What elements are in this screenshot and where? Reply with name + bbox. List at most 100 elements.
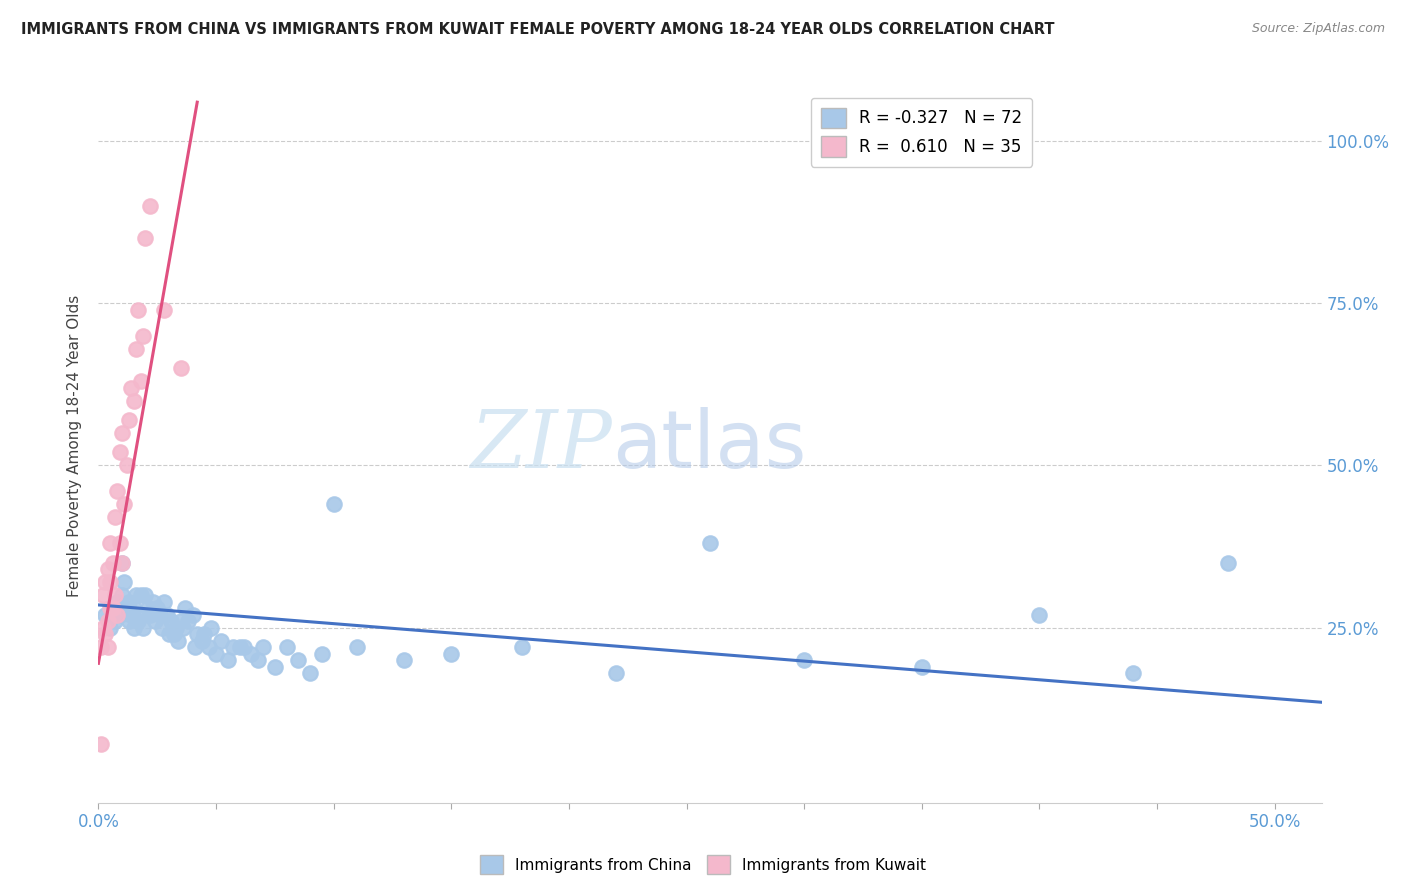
- Point: [392, 653, 416, 667]
- Point: [233, 640, 256, 654]
- Point: [111, 588, 134, 602]
- Point: [98, 575, 121, 590]
- Point: [98, 601, 121, 615]
- Point: [98, 621, 121, 635]
- Point: [153, 595, 176, 609]
- Point: [127, 302, 149, 317]
- Y-axis label: Female Poverty Among 18-24 Year Olds: Female Poverty Among 18-24 Year Olds: [67, 295, 83, 597]
- Legend: R = -0.327   N = 72, R =  0.610   N = 35: R = -0.327 N = 72, R = 0.610 N = 35: [810, 97, 1032, 167]
- Point: [94, 627, 117, 641]
- Text: IMMIGRANTS FROM CHINA VS IMMIGRANTS FROM KUWAIT FEMALE POVERTY AMONG 18-24 YEAR : IMMIGRANTS FROM CHINA VS IMMIGRANTS FROM…: [21, 22, 1054, 37]
- Point: [172, 621, 194, 635]
- Point: [118, 413, 141, 427]
- Point: [440, 647, 463, 661]
- Point: [101, 601, 124, 615]
- Point: [186, 627, 208, 641]
- Point: [127, 614, 149, 628]
- Point: [149, 607, 172, 622]
- Point: [181, 607, 204, 622]
- Point: [132, 328, 155, 343]
- Point: [911, 659, 934, 673]
- Point: [101, 556, 124, 570]
- Point: [200, 621, 222, 635]
- Point: [104, 588, 127, 602]
- Point: [136, 601, 159, 615]
- Point: [115, 458, 138, 473]
- Point: [793, 653, 815, 667]
- Point: [174, 601, 197, 615]
- Point: [240, 647, 263, 661]
- Point: [510, 640, 533, 654]
- Point: [115, 601, 138, 615]
- Point: [120, 607, 142, 622]
- Point: [111, 556, 134, 570]
- Point: [311, 647, 333, 661]
- Point: [108, 607, 131, 622]
- Text: atlas: atlas: [612, 407, 807, 485]
- Point: [299, 666, 322, 681]
- Point: [184, 640, 207, 654]
- Point: [217, 653, 239, 667]
- Point: [134, 588, 156, 602]
- Point: [122, 601, 145, 615]
- Point: [228, 640, 250, 654]
- Point: [122, 621, 145, 635]
- Point: [191, 633, 214, 648]
- Point: [170, 361, 193, 376]
- Point: [322, 497, 344, 511]
- Point: [97, 614, 120, 628]
- Point: [122, 393, 145, 408]
- Text: ZIP: ZIP: [471, 408, 612, 484]
- Point: [112, 575, 135, 590]
- Point: [165, 621, 187, 635]
- Point: [177, 614, 200, 628]
- Point: [97, 640, 120, 654]
- Point: [139, 607, 162, 622]
- Point: [94, 607, 117, 622]
- Point: [112, 497, 135, 511]
- Point: [129, 374, 152, 388]
- Point: [105, 484, 128, 499]
- Point: [605, 666, 627, 681]
- Point: [263, 659, 285, 673]
- Point: [1028, 607, 1050, 622]
- Point: [1216, 556, 1239, 570]
- Point: [118, 595, 141, 609]
- Point: [125, 342, 148, 356]
- Point: [160, 614, 183, 628]
- Point: [163, 627, 186, 641]
- Point: [287, 653, 309, 667]
- Point: [193, 627, 215, 641]
- Text: Source: ZipAtlas.com: Source: ZipAtlas.com: [1251, 22, 1385, 36]
- Point: [108, 536, 131, 550]
- Point: [111, 556, 134, 570]
- Point: [346, 640, 368, 654]
- Point: [129, 588, 152, 602]
- Point: [276, 640, 298, 654]
- Point: [170, 614, 193, 628]
- Point: [105, 607, 128, 622]
- Point: [198, 640, 221, 654]
- Point: [104, 614, 127, 628]
- Point: [205, 647, 228, 661]
- Point: [101, 601, 124, 615]
- Point: [221, 640, 243, 654]
- Point: [141, 595, 163, 609]
- Point: [247, 653, 270, 667]
- Point: [118, 614, 141, 628]
- Point: [111, 425, 134, 440]
- Point: [156, 607, 179, 622]
- Point: [91, 588, 114, 602]
- Point: [209, 633, 232, 648]
- Point: [91, 621, 114, 635]
- Point: [90, 738, 112, 752]
- Point: [97, 562, 120, 576]
- Point: [108, 445, 131, 459]
- Point: [134, 231, 156, 245]
- Point: [125, 588, 148, 602]
- Point: [146, 601, 169, 615]
- Point: [167, 633, 190, 648]
- Point: [157, 627, 180, 641]
- Point: [90, 640, 112, 654]
- Point: [153, 302, 176, 317]
